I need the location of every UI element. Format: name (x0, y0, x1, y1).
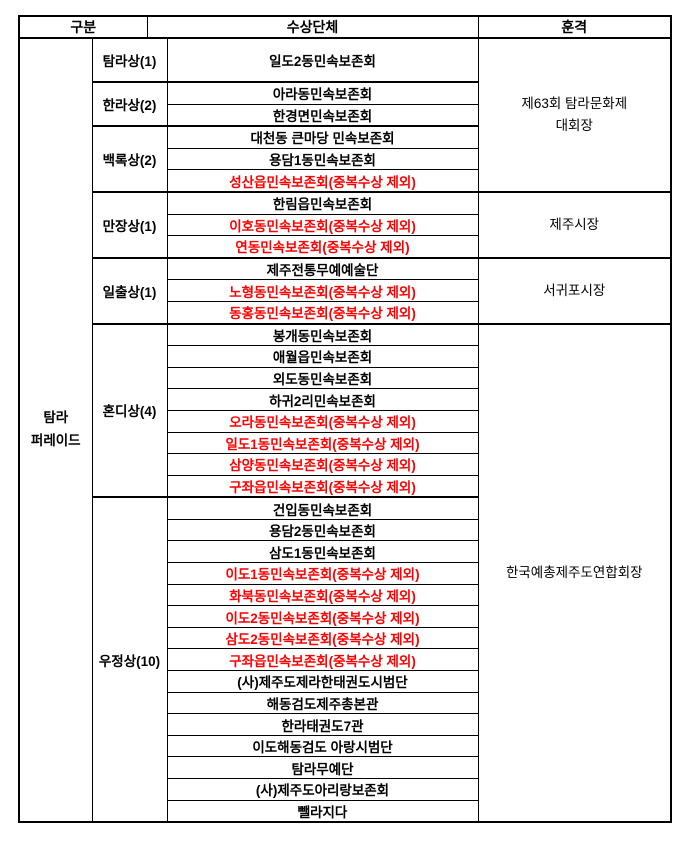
org-cell: 한경면민속보존회 (166, 103, 479, 127)
org-cell: 구좌읍민속보존회(중복수상 제외) (166, 474, 479, 498)
table-row: 오라동민속보존회(중복수상 제외) (19, 409, 671, 433)
org-cell: 연동민속보존회(중복수상 제외) (166, 235, 479, 259)
org-cell: 용담1동민속보존회 (166, 147, 479, 171)
text-line: 퍼레이드 (30, 433, 81, 449)
award-cell: 일출상(1) (91, 256, 168, 325)
org-cell: 봉개동민속보존회 (166, 322, 479, 347)
award-cell: 한라상(2) (91, 80, 168, 127)
org-cell: 한림읍민속보존회 (166, 190, 479, 215)
table-row: 한라상(2) 아라동민속보존회 (19, 80, 671, 127)
org-cell: 오라동민속보존회(중복수상 제외) (166, 409, 479, 433)
org-cell: 애월읍민속보존회 (166, 345, 479, 368)
table-row: 성산읍민속보존회(중복수상 제외) (19, 169, 671, 193)
org-cell: 화북동민속보존회(중복수상 제외) (166, 583, 479, 607)
org-cell: 노형동민속보존회(중복수상 제외) (166, 279, 479, 302)
table-row: 해동검도제주총본관 (19, 691, 671, 715)
award-cell: 백록상(2) (91, 125, 168, 193)
award-cell: 만장상(1) (91, 190, 168, 259)
org-cell: 이호동민속보존회(중복수상 제외) (166, 213, 479, 237)
org-cell: 탐라무예단 (166, 756, 479, 779)
org-cell: 동홍동민속보존회(중복수상 제외) (166, 300, 479, 325)
org-cell: 일도1동민속보존회(중복수상 제외) (166, 431, 479, 455)
text-line: 대회장 (555, 117, 593, 133)
org-cell: 일도2동민속보존회 (166, 37, 479, 83)
org-cell: 이도해동검도 아랑시범단 (166, 734, 479, 758)
header-row: 구분 수상단체 훈격 (18, 15, 672, 39)
org-cell: 아라동민속보존회 (166, 80, 479, 105)
award-cell: 우정상(10) (91, 496, 168, 823)
header-category: 구분 (18, 15, 148, 39)
honor-cell: 제주시장 (477, 190, 672, 259)
org-cell: 용담2동민속보존회 (166, 518, 479, 542)
header-organization: 수상단체 (146, 15, 479, 39)
org-cell: 이도1동민속보존회(중복수상 제외) (166, 562, 479, 585)
table-row: 애월읍민속보존회 (19, 345, 671, 368)
text-line: 한국예총제주도연합회장 (505, 565, 643, 581)
org-cell: 대천동 큰마당 민속보존회 (166, 125, 479, 149)
table-row: 이호동민속보존회(중복수상 제외) (19, 213, 671, 237)
text-line: 서귀포시장 (543, 282, 606, 298)
org-cell: 구좌읍민속보존회(중복수상 제외) (166, 648, 479, 672)
org-cell: 해동검도제주총본관 (166, 691, 479, 715)
table-body: 탐라 퍼레이드 탐라상(1) 일도2동민속보존회 제63회 탐라문화제 대회장 한라상(2)… (18, 36, 672, 823)
org-cell: 건입동민속보존회 (166, 496, 479, 520)
text-line: 제주시장 (549, 217, 600, 233)
org-cell: 하귀2리민속보존회 (166, 388, 479, 411)
org-cell: 뺄라지다 (166, 799, 479, 823)
org-cell: 제주전통무예예술단 (166, 256, 479, 281)
table-row: 동홍동민속보존회(중복수상 제외) (19, 300, 671, 325)
org-cell: 외도동민속보존회 (166, 366, 479, 390)
award-cell: 혼디상(4) (91, 322, 168, 498)
table-row: 뺄라지다 (19, 799, 671, 823)
table-row: 이도2동민속보존회(중복수상 제외) (19, 605, 671, 628)
honor-cell: 한국예총제주도연합회장 (477, 322, 672, 823)
org-cell: 삼도1동민속보존회 (166, 540, 479, 564)
org-cell: 한라태권도7관 (166, 713, 479, 736)
table-row: 탐라 퍼레이드 탐라상(1) 일도2동민속보존회 제63회 탐라문화제 대회장 (18, 36, 672, 823)
org-cell: 이도2동민속보존회(중복수상 제외) (166, 605, 479, 628)
table-row: 우정상(10) 건입동민속보존회 (19, 496, 671, 823)
org-cell: 성산읍민속보존회(중복수상 제외) (166, 169, 479, 193)
org-cell: 삼도2동민속보존회(중복수상 제외) (166, 626, 479, 650)
award-cell: 탐라상(1) (91, 37, 168, 83)
org-cell: 삼양동민속보존회(중복수상 제외) (166, 453, 479, 476)
table-header: 구분 수상단체 훈격 (18, 15, 672, 39)
honor-cell: 서귀포시장 (477, 256, 672, 325)
org-cell: (사)제주도아리랑보존회 (166, 778, 479, 801)
table-row: 구좌읍민속보존회(중복수상 제외) (19, 648, 671, 672)
header-honor: 훈격 (477, 15, 672, 39)
award-table: 구분 수상단체 훈격 탐라 퍼레이드 탐라상(1) 일도2동민속보존회 제63회 탐라문… (18, 15, 673, 824)
table-row: 일도1동민속보존회(중복수상 제외) (19, 431, 671, 455)
text-line: 제63회 탐라문화제 (521, 96, 628, 112)
text-line: 탐라 (43, 410, 69, 426)
table-row: 노형동민속보존회(중복수상 제외) (19, 279, 671, 302)
table-row: 백록상(2) 대천동 큰마당 민속보존회 (19, 125, 671, 193)
org-cell: (사)제주도제라한태권도시범단 (166, 670, 479, 693)
